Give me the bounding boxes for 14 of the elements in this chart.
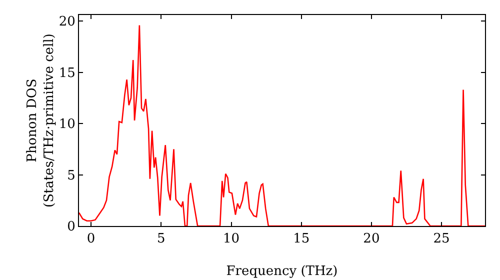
- x-tick-label: 15: [293, 232, 310, 247]
- x-axis-title: Frequency (THz): [226, 264, 338, 279]
- x-tick-label: 25: [433, 232, 450, 247]
- y-tick-label: 5: [67, 168, 76, 184]
- x-tick-label: 10: [222, 232, 240, 247]
- y-axis-title: Phonon DOS (States/THz·primitive cell): [24, 33, 57, 208]
- line-series: [79, 24, 485, 226]
- y-tick-label: 0: [67, 220, 76, 235]
- x-tick-label: 20: [363, 232, 380, 247]
- y-tick-label: 20: [58, 14, 76, 30]
- y-tick-label: 10: [58, 117, 76, 132]
- x-tick-label: 0: [86, 232, 96, 247]
- y-tick-label: 15: [58, 66, 76, 81]
- x-tick-label: 5: [157, 232, 166, 247]
